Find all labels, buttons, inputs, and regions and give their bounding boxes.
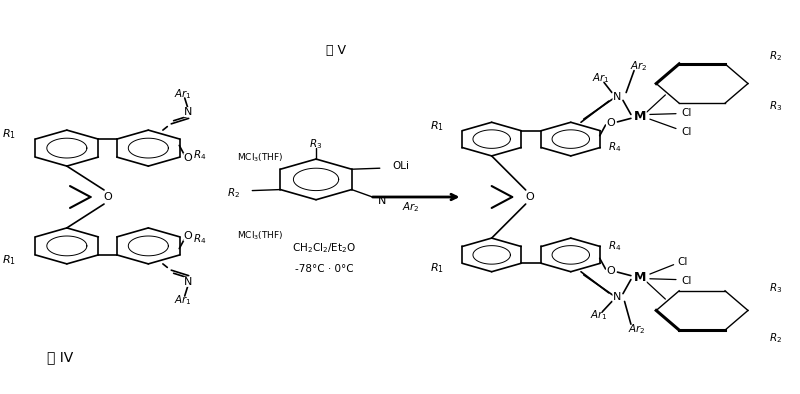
Text: $R_4$: $R_4$ — [608, 141, 622, 154]
Text: M: M — [634, 110, 646, 123]
Text: 式 V: 式 V — [326, 44, 346, 57]
Text: $Ar_1$: $Ar_1$ — [590, 309, 608, 322]
Text: O: O — [606, 266, 614, 276]
Text: $R_3$: $R_3$ — [769, 281, 782, 295]
Text: MCl$_3$(THF): MCl$_3$(THF) — [237, 152, 283, 164]
Text: $R_1$: $R_1$ — [2, 127, 15, 141]
Text: $R_4$: $R_4$ — [193, 232, 206, 245]
Text: $Ar_1$: $Ar_1$ — [174, 87, 192, 101]
Text: O: O — [103, 192, 112, 202]
Text: $Ar_2$: $Ar_2$ — [630, 59, 648, 73]
Text: $R_2$: $R_2$ — [769, 49, 782, 63]
Text: O: O — [526, 192, 534, 202]
Text: O: O — [183, 231, 192, 241]
Text: $R_3$: $R_3$ — [310, 137, 322, 151]
Text: $Ar_1$: $Ar_1$ — [592, 72, 610, 85]
Text: $R_4$: $R_4$ — [193, 149, 206, 162]
Text: 式 IV: 式 IV — [47, 350, 74, 364]
Text: -78°C · 0°C: -78°C · 0°C — [294, 264, 354, 274]
Text: $Ar_1$: $Ar_1$ — [174, 293, 192, 307]
Text: CH$_2$Cl$_2$/Et$_2$O: CH$_2$Cl$_2$/Et$_2$O — [292, 241, 356, 255]
Text: $R_1$: $R_1$ — [430, 119, 444, 132]
Text: O: O — [606, 118, 614, 128]
Text: Cl: Cl — [681, 276, 691, 286]
Text: $R_1$: $R_1$ — [430, 262, 444, 275]
Text: $R_2$: $R_2$ — [769, 331, 782, 345]
Text: $R_3$: $R_3$ — [769, 99, 782, 113]
Text: $R_4$: $R_4$ — [608, 240, 622, 253]
Text: MCl$_3$(THF): MCl$_3$(THF) — [237, 230, 283, 242]
Text: N: N — [184, 277, 192, 287]
Text: $R_1$: $R_1$ — [2, 253, 15, 267]
Text: OLi: OLi — [392, 161, 409, 171]
Text: N: N — [613, 92, 621, 102]
Text: O: O — [183, 153, 192, 163]
Text: Cl: Cl — [681, 126, 691, 137]
Text: Cl: Cl — [681, 108, 691, 118]
Text: N: N — [613, 292, 621, 302]
Text: $Ar_2$: $Ar_2$ — [627, 322, 646, 336]
Text: $Ar_2$: $Ar_2$ — [402, 200, 419, 214]
Text: Cl: Cl — [677, 256, 687, 267]
Text: $R_2$: $R_2$ — [227, 186, 240, 199]
Text: N: N — [184, 107, 192, 117]
Text: N: N — [378, 196, 386, 206]
Text: M: M — [634, 271, 646, 284]
